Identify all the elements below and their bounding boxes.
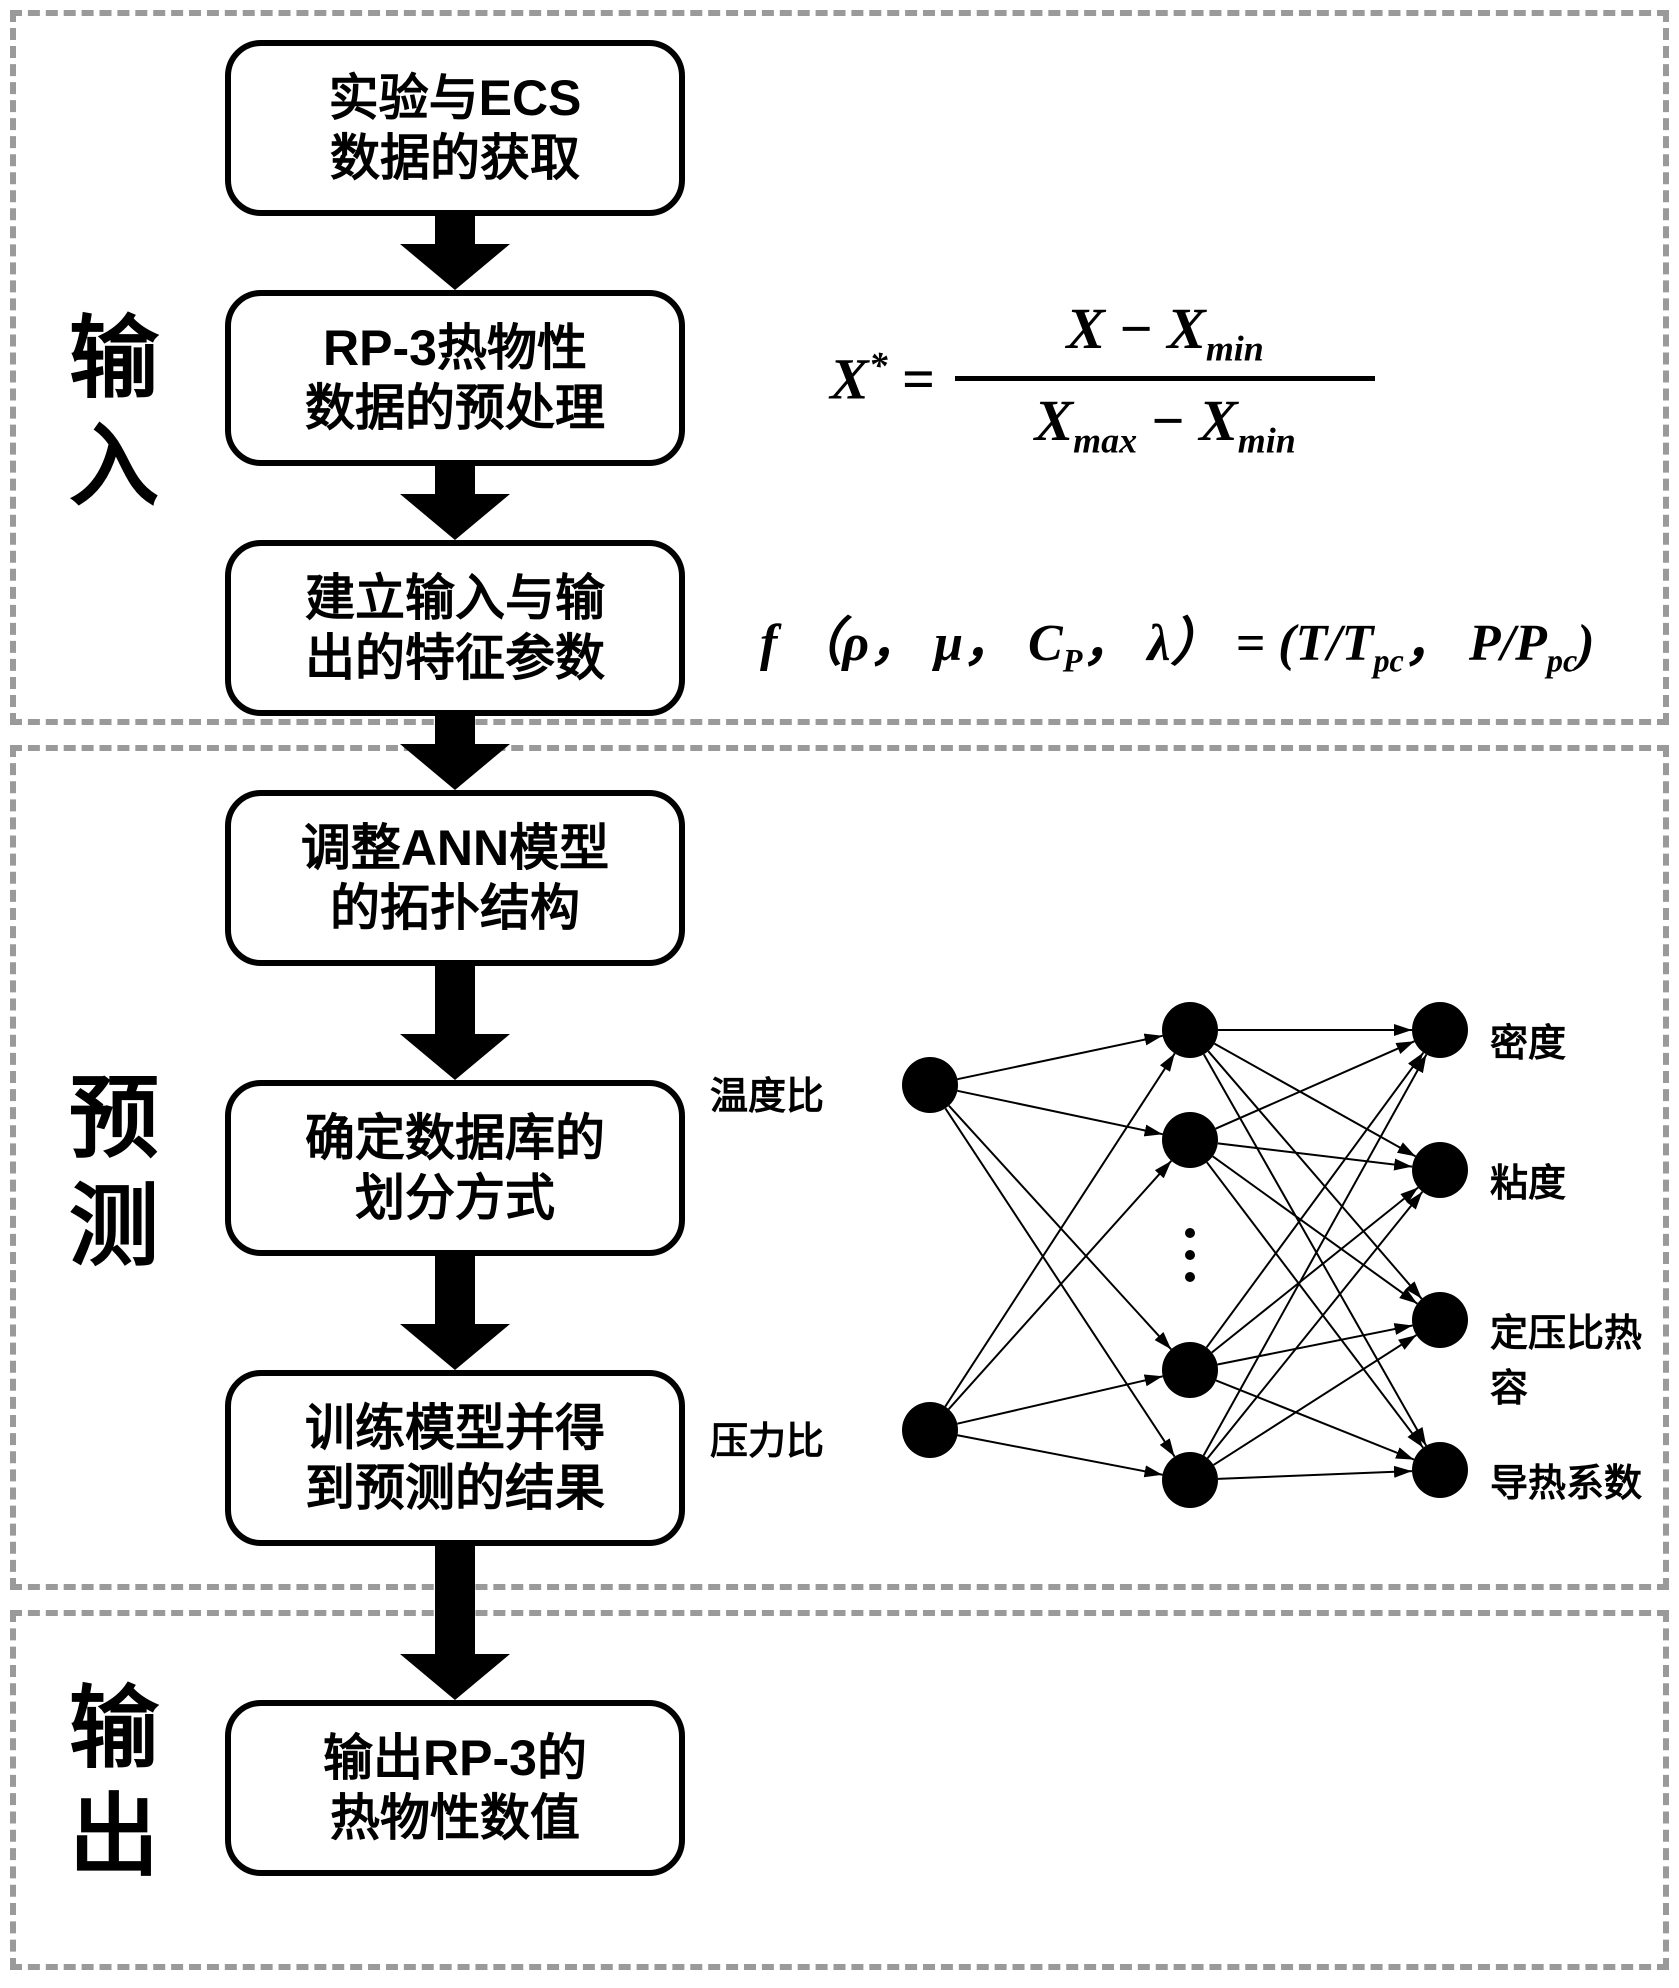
flow-box-text: 确定数据库的划分方式 xyxy=(305,1108,605,1228)
flow-box-b1: 实验与ECS数据的获取 xyxy=(225,40,685,216)
formula-normalization: X* =X − XminXmax − Xmin xyxy=(830,295,1375,461)
nn-output-label-0: 密度 xyxy=(1490,1012,1566,1067)
flow-box-text: 调整ANN模型的拓扑结构 xyxy=(301,818,609,938)
section-label-output: 输出 xyxy=(40,1680,170,1896)
nn-output-label-1: 粘度 xyxy=(1490,1152,1566,1207)
flow-box-text: 实验与ECS数据的获取 xyxy=(329,68,582,188)
flow-box-text: 建立输入与输出的特征参数 xyxy=(305,568,605,688)
formula-feature-fn: f （ρ， μ， CP， λ） = (T/Tpc， P/Ppc) xyxy=(760,600,1595,679)
section-label-input: 输入 xyxy=(40,310,170,526)
flow-box-text: 训练模型并得到预测的结果 xyxy=(305,1398,605,1518)
flow-box-b6: 训练模型并得到预测的结果 xyxy=(225,1370,685,1546)
nn-output-label-2: 定压比热容 xyxy=(1490,1302,1679,1412)
flow-box-b4: 调整ANN模型的拓扑结构 xyxy=(225,790,685,966)
flow-box-text: RP-3热物性数据的预处理 xyxy=(305,318,605,438)
nn-input-label-0: 温度比 xyxy=(710,1065,824,1120)
flow-box-b3: 建立输入与输出的特征参数 xyxy=(225,540,685,716)
flow-box-text: 输出RP-3的热物性数值 xyxy=(323,1728,587,1848)
section-label-predict: 预测 xyxy=(40,1070,170,1286)
nn-output-label-3: 导热系数 xyxy=(1490,1452,1642,1507)
flow-box-b5: 确定数据库的划分方式 xyxy=(225,1080,685,1256)
nn-input-label-1: 压力比 xyxy=(710,1410,824,1465)
flow-box-b2: RP-3热物性数据的预处理 xyxy=(225,290,685,466)
flow-box-b7: 输出RP-3的热物性数值 xyxy=(225,1700,685,1876)
